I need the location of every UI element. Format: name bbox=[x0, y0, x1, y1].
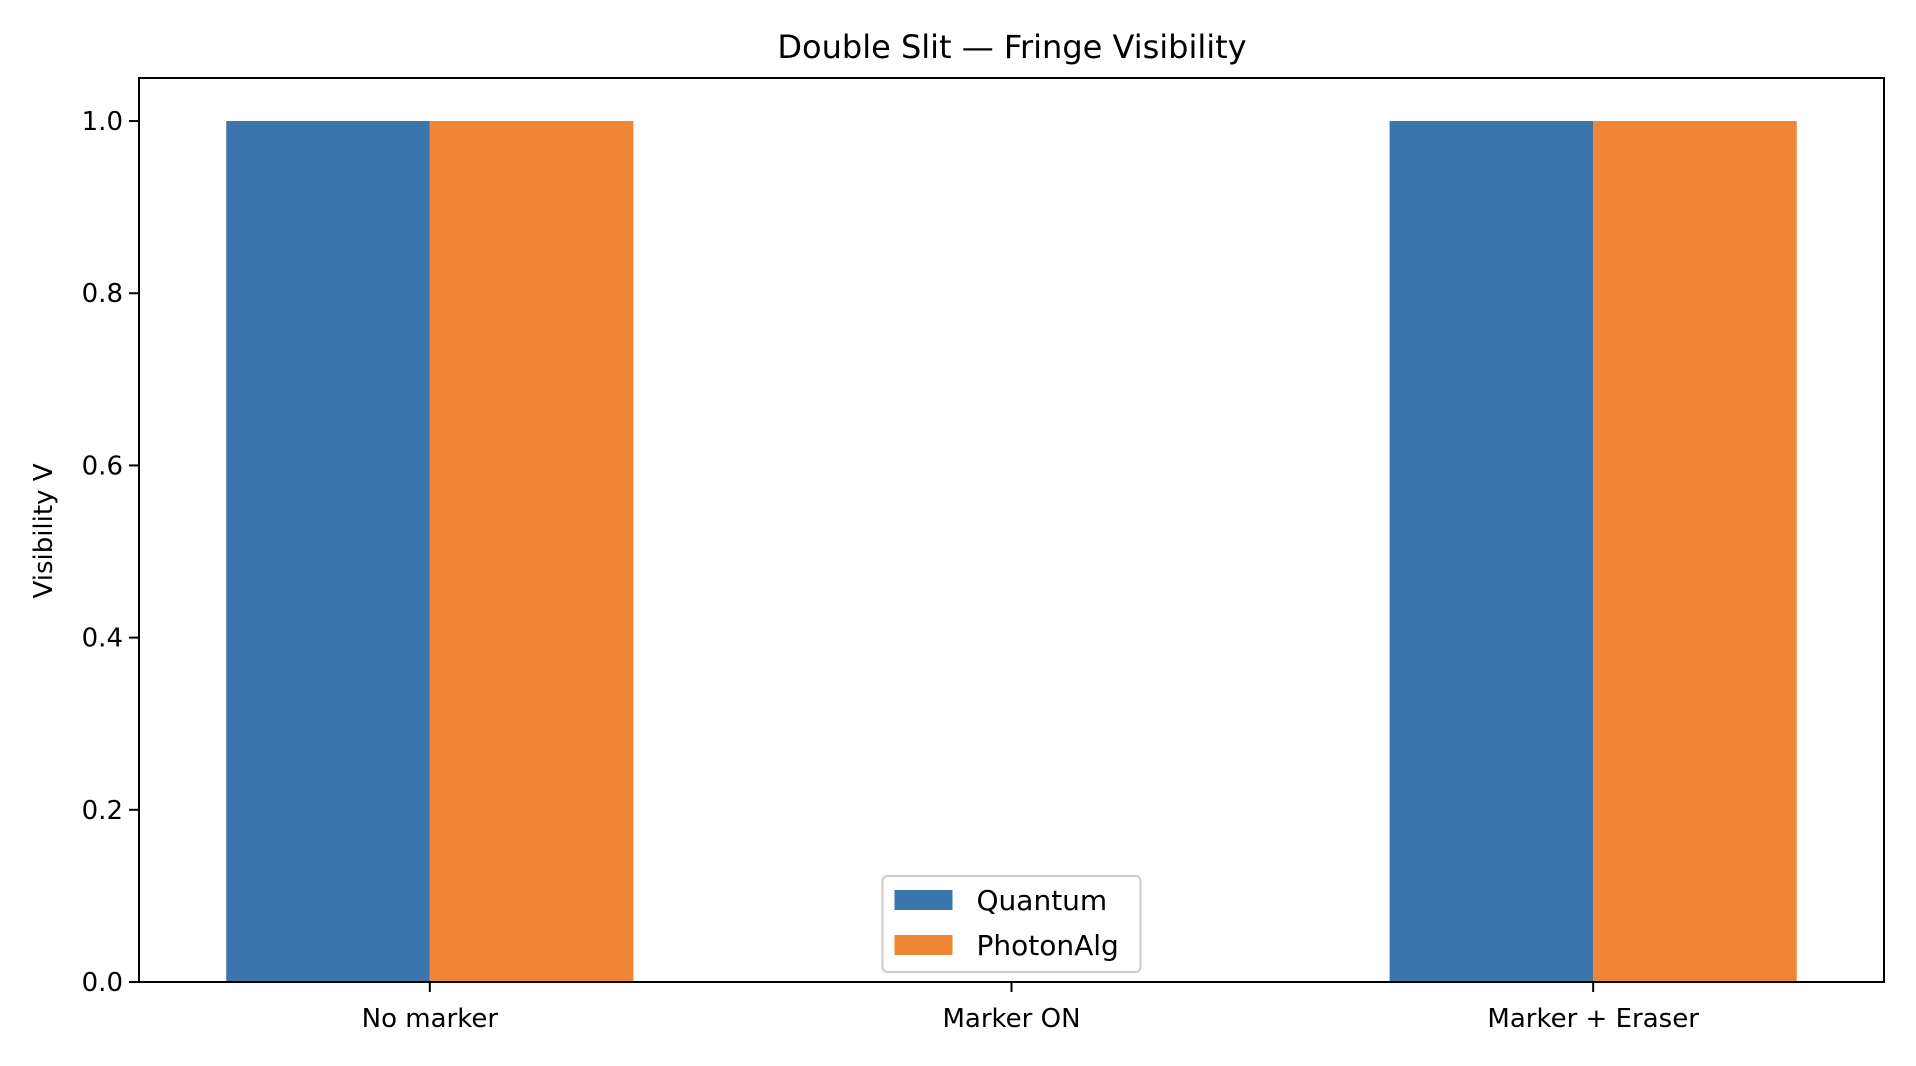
y-axis: 0.0 0.2 0.4 0.6 0.8 1.0 bbox=[82, 107, 139, 998]
y-tick-label: 0.0 bbox=[82, 968, 123, 998]
x-tick-label: Marker ON bbox=[942, 1004, 1080, 1034]
legend-label-photonalg: PhotonAlg bbox=[977, 929, 1119, 962]
x-tick-label: Marker + Eraser bbox=[1487, 1004, 1699, 1034]
y-tick-label: 1.0 bbox=[82, 107, 123, 137]
legend-label-quantum: Quantum bbox=[977, 884, 1108, 917]
y-tick-label: 0.8 bbox=[82, 279, 123, 309]
legend-swatch-quantum bbox=[894, 890, 953, 910]
plot-frame bbox=[138, 77, 1885, 983]
y-axis-label: Visibility V bbox=[29, 463, 59, 598]
bar-quantum-0 bbox=[226, 121, 430, 983]
x-tick-label: No marker bbox=[362, 1004, 499, 1034]
bars bbox=[226, 121, 1797, 983]
y-tick-label: 0.4 bbox=[82, 624, 123, 654]
y-tick-label: 0.6 bbox=[82, 451, 123, 481]
bar-photonalg-2 bbox=[1593, 121, 1797, 983]
bar-photonalg-0 bbox=[429, 121, 634, 983]
legend-swatch-photonalg bbox=[894, 935, 953, 955]
chart-title: Double Slit — Fringe Visibility bbox=[777, 28, 1246, 66]
y-tick-label: 0.2 bbox=[82, 796, 123, 826]
bar-quantum-2 bbox=[1389, 121, 1594, 983]
legend: Quantum PhotonAlg bbox=[881, 875, 1142, 973]
x-axis: No marker Marker ON Marker + Eraser bbox=[362, 982, 1699, 1034]
